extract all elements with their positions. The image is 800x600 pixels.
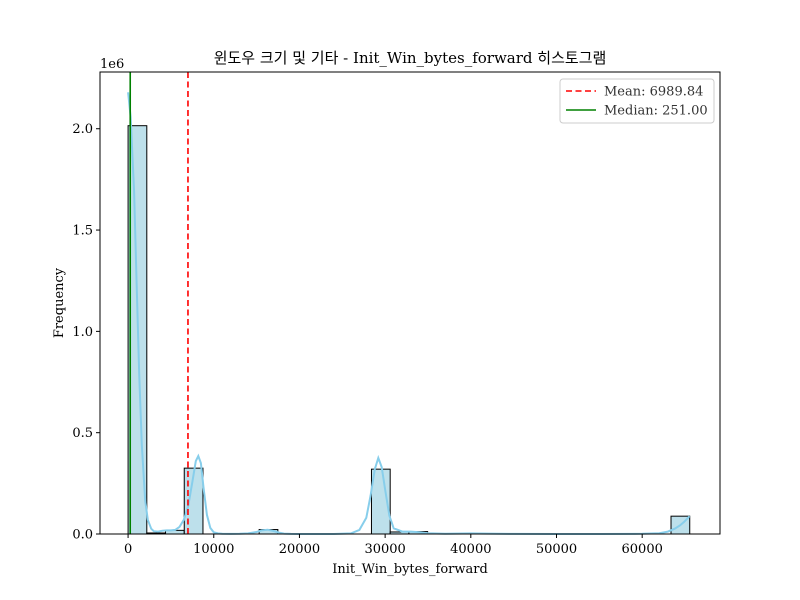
legend-label: Mean: 6989.84 <box>604 85 703 100</box>
x-tick-label: 20000 <box>279 542 320 557</box>
y-axis-scale-label: 1e6 <box>100 57 124 72</box>
x-tick-label: 60000 <box>622 542 663 557</box>
y-axis-title: Frequency <box>52 267 67 338</box>
y-tick-label: 1.5 <box>72 224 93 239</box>
x-tick-label: 30000 <box>364 542 405 557</box>
kde-curve <box>127 92 691 535</box>
y-tick-label: 0.0 <box>72 528 93 543</box>
x-tick-label: 40000 <box>450 542 491 557</box>
y-tick-label: 2.0 <box>72 122 93 137</box>
plot-area: 0 10000 20000 30000 40000 50000 60000 0.0 0.5 1.0… <box>72 71 721 557</box>
x-axis-title: Init_Win_bytes_forward <box>332 562 488 577</box>
y-tick-label: 0.5 <box>72 426 93 441</box>
plot-frame <box>99 71 721 535</box>
y-tick-label: 1.0 <box>72 325 93 340</box>
legend: Mean: 6989.84 Median: 251.00 <box>559 78 715 124</box>
legend-label: Median: 251.00 <box>604 104 708 119</box>
chart-title: 윈도우 크기 및 기타 - Init_Win_bytes_forward 히스토… <box>214 49 607 67</box>
x-tick-label: 0 <box>124 542 132 557</box>
legend-box <box>559 78 715 124</box>
x-tick-label: 10000 <box>193 542 234 557</box>
x-tick-label: 50000 <box>536 542 577 557</box>
